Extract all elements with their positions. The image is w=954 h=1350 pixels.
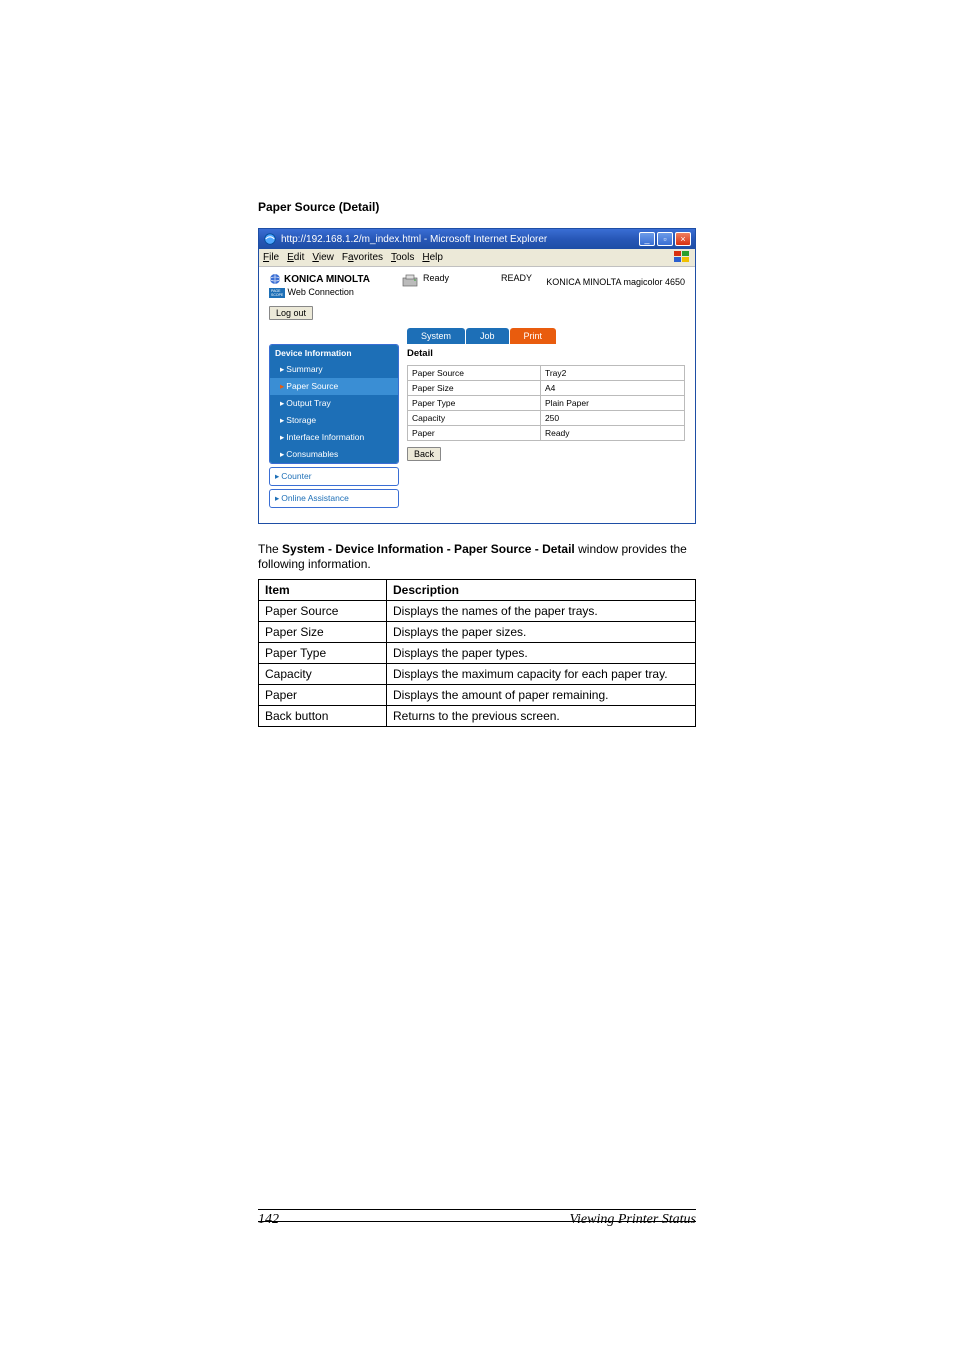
info-row: Paper SourceDisplays the names of the pa… <box>259 600 696 621</box>
brand-column: KONICA MINOLTA PAGE SCOPE Web Connection <box>269 273 401 298</box>
info-val: Displays the paper sizes. <box>387 621 696 642</box>
logout-button[interactable]: Log out <box>269 306 313 320</box>
window-buttons: _ ▫ × <box>639 232 691 246</box>
pagescope-text: Web Connection <box>288 287 354 297</box>
titlebar-text: http://192.168.1.2/m_index.html - Micros… <box>281 234 639 245</box>
info-val: Displays the maximum capacity for each p… <box>387 663 696 684</box>
detail-val: A4 <box>540 380 684 395</box>
sidebar-output-tray[interactable]: ▸Output Tray <box>270 395 398 412</box>
maximize-button[interactable]: ▫ <box>657 232 673 246</box>
body-paragraph: The System - Device Information - Paper … <box>258 542 696 573</box>
info-key: Paper Type <box>259 642 387 663</box>
detail-key: Paper Source <box>408 365 541 380</box>
header-row: KONICA MINOLTA PAGE SCOPE Web Connection <box>259 267 695 302</box>
sidebar-counter[interactable]: ▸Counter <box>269 467 399 486</box>
detail-table: Paper SourceTray2 Paper SizeA4 Paper Typ… <box>407 365 685 441</box>
info-key: Back button <box>259 705 387 726</box>
sidebar-online-assistance[interactable]: ▸Online Assistance <box>269 489 399 508</box>
webpage-content: KONICA MINOLTA PAGE SCOPE Web Connection <box>259 267 695 523</box>
detail-val: 250 <box>540 410 684 425</box>
info-key: Paper Source <box>259 600 387 621</box>
brand-text: KONICA MINOLTA <box>284 274 370 285</box>
titlebar: http://192.168.1.2/m_index.html - Micros… <box>259 229 695 249</box>
model-text: KONICA MINOLTA magicolor 4650 <box>546 273 685 287</box>
detail-val: Plain Paper <box>540 395 684 410</box>
ie-icon <box>263 232 277 246</box>
sidebar-group-device: Device Information ▸Summary ▸Paper Sourc… <box>269 344 399 464</box>
main-panel: Detail Paper SourceTray2 Paper SizeA4 Pa… <box>407 344 685 511</box>
info-val: Displays the paper types. <box>387 642 696 663</box>
info-table: Item Description Paper SourceDisplays th… <box>258 579 696 727</box>
detail-key: Capacity <box>408 410 541 425</box>
back-button[interactable]: Back <box>407 447 441 461</box>
info-row: Paper SizeDisplays the paper sizes. <box>259 621 696 642</box>
menu-edit[interactable]: Edit <box>287 252 304 263</box>
menu-file[interactable]: File <box>263 252 279 263</box>
menubar: File Edit View Favorites Tools Help <box>259 249 695 267</box>
browser-window: http://192.168.1.2/m_index.html - Micros… <box>258 228 696 524</box>
detail-row: Paper SizeA4 <box>408 380 685 395</box>
info-th-desc: Description <box>387 579 696 600</box>
panel-title: Detail <box>407 348 685 359</box>
detail-key: Paper <box>408 425 541 440</box>
sidebar-paper-source[interactable]: ▸Paper Source <box>270 378 398 395</box>
sidebar-summary[interactable]: ▸Summary <box>270 361 398 378</box>
detail-row: PaperReady <box>408 425 685 440</box>
sidebar-device-information[interactable]: Device Information <box>270 345 398 361</box>
info-key: Capacity <box>259 663 387 684</box>
info-row: CapacityDisplays the maximum capacity fo… <box>259 663 696 684</box>
svg-text:SCOPE: SCOPE <box>271 293 284 297</box>
status-ready-big: READY <box>501 273 532 283</box>
close-button[interactable]: × <box>675 232 691 246</box>
detail-val: Ready <box>540 425 684 440</box>
content-row: Device Information ▸Summary ▸Paper Sourc… <box>259 344 695 523</box>
detail-val: Tray2 <box>540 365 684 380</box>
status-ready-small: Ready <box>423 273 449 283</box>
section-heading: Paper Source (Detail) <box>258 200 696 214</box>
tab-job[interactable]: Job <box>466 328 509 344</box>
windows-flag-icon <box>673 250 691 264</box>
sidebar-interface-info[interactable]: ▸Interface Information <box>270 429 398 446</box>
printer-icon <box>401 274 419 288</box>
sidebar-storage[interactable]: ▸Storage <box>270 412 398 429</box>
detail-row: Capacity250 <box>408 410 685 425</box>
detail-key: Paper Size <box>408 380 541 395</box>
menu-help[interactable]: Help <box>422 252 443 263</box>
pagescope-icon: PAGE SCOPE <box>269 288 285 298</box>
info-val: Returns to the previous screen. <box>387 705 696 726</box>
logout-tab-row: Log out <box>259 302 695 328</box>
brand-globe-icon <box>269 273 281 285</box>
tab-print[interactable]: Print <box>510 328 557 344</box>
detail-key: Paper Type <box>408 395 541 410</box>
info-row: Paper TypeDisplays the paper types. <box>259 642 696 663</box>
tab-system[interactable]: System <box>407 328 465 344</box>
sidebar-consumables[interactable]: ▸Consumables <box>270 446 398 463</box>
detail-row: Paper SourceTray2 <box>408 365 685 380</box>
status-column: Ready READY <box>401 273 546 288</box>
sidebar: Device Information ▸Summary ▸Paper Sourc… <box>269 344 399 511</box>
info-val: Displays the names of the paper trays. <box>387 600 696 621</box>
detail-row: Paper TypePlain Paper <box>408 395 685 410</box>
menu-tools[interactable]: Tools <box>391 252 414 263</box>
info-val: Displays the amount of paper remaining. <box>387 684 696 705</box>
info-th-item: Item <box>259 579 387 600</box>
chapter-title: Viewing Printer Status <box>569 1212 696 1228</box>
page-footer: 142 Viewing Printer Status <box>258 1209 696 1228</box>
info-key: Paper Size <box>259 621 387 642</box>
info-table-header-row: Item Description <box>259 579 696 600</box>
pagescope: PAGE SCOPE Web Connection <box>269 287 401 298</box>
info-row: PaperDisplays the amount of paper remain… <box>259 684 696 705</box>
info-row: Back buttonReturns to the previous scree… <box>259 705 696 726</box>
info-key: Paper <box>259 684 387 705</box>
menu-view[interactable]: View <box>312 252 334 263</box>
menu-favorites[interactable]: Favorites <box>342 252 383 263</box>
minimize-button[interactable]: _ <box>639 232 655 246</box>
page-number: 142 <box>258 1212 279 1228</box>
tabbar: System Job Print <box>407 328 557 344</box>
